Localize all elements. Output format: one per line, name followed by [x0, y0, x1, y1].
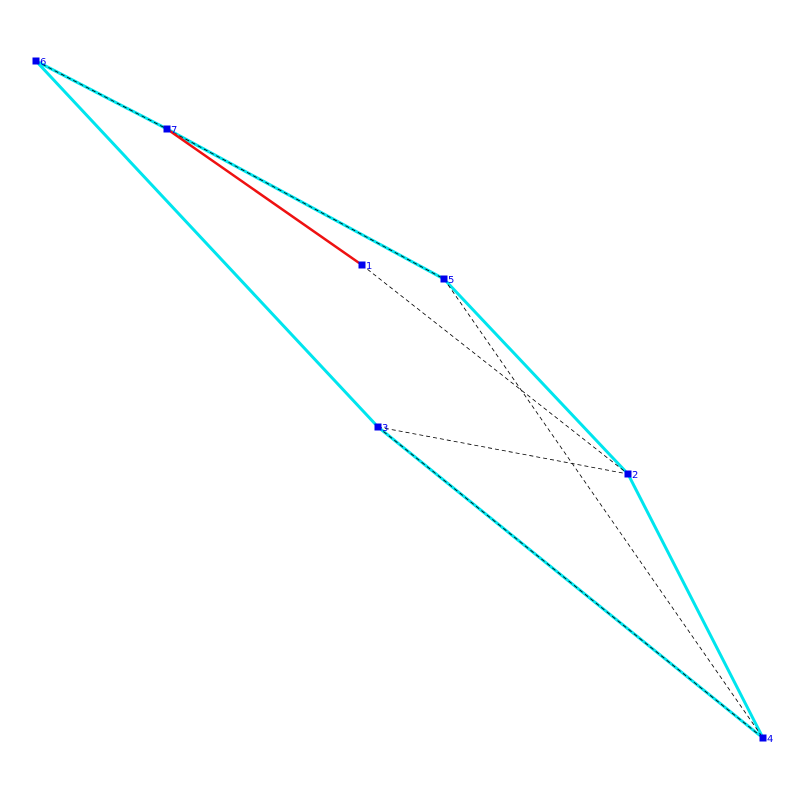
node-marker-5[interactable]: [440, 275, 448, 283]
graph-nodes: 1 2 3 4 5 6 7: [32, 57, 774, 745]
hull-edge-3-6: [34, 59, 380, 429]
node-5[interactable]: 5: [440, 275, 455, 286]
highlight-edges: [166, 127, 363, 267]
dashed-edge-5-4: [443, 278, 764, 739]
node-2[interactable]: 2: [624, 470, 639, 481]
node-marker-1[interactable]: [358, 261, 366, 269]
node-label-5: 5: [448, 275, 454, 286]
highlight-edge-7-1: [166, 127, 363, 267]
node-1[interactable]: 1: [358, 261, 373, 272]
dashed-edge-3-4: [377, 426, 764, 739]
dashed-edge-1-2: [361, 264, 629, 475]
node-6[interactable]: 6: [32, 57, 47, 68]
node-label-4: 4: [767, 734, 773, 745]
node-marker-7[interactable]: [163, 125, 171, 133]
node-label-3: 3: [382, 423, 388, 434]
node-marker-6[interactable]: [32, 57, 40, 65]
node-marker-3[interactable]: [374, 423, 382, 431]
hull-edge-2-4: [626, 473, 765, 739]
dashed-edge-7-5: [166, 128, 445, 280]
node-4[interactable]: 4: [759, 734, 774, 745]
node-3[interactable]: 3: [374, 423, 389, 434]
dashed-edges: [35, 60, 764, 739]
node-label-7: 7: [171, 125, 177, 136]
node-7[interactable]: 7: [163, 125, 178, 136]
hull-edges: [34, 59, 765, 740]
node-marker-4[interactable]: [759, 734, 767, 742]
node-label-2: 2: [632, 470, 638, 481]
node-marker-2[interactable]: [624, 470, 632, 478]
node-label-1: 1: [366, 261, 372, 272]
node-label-6: 6: [40, 57, 46, 68]
dashed-edge-3-2: [377, 426, 629, 475]
hull-edge-5-2: [442, 277, 630, 476]
dashed-edge-6-7: [35, 60, 168, 130]
